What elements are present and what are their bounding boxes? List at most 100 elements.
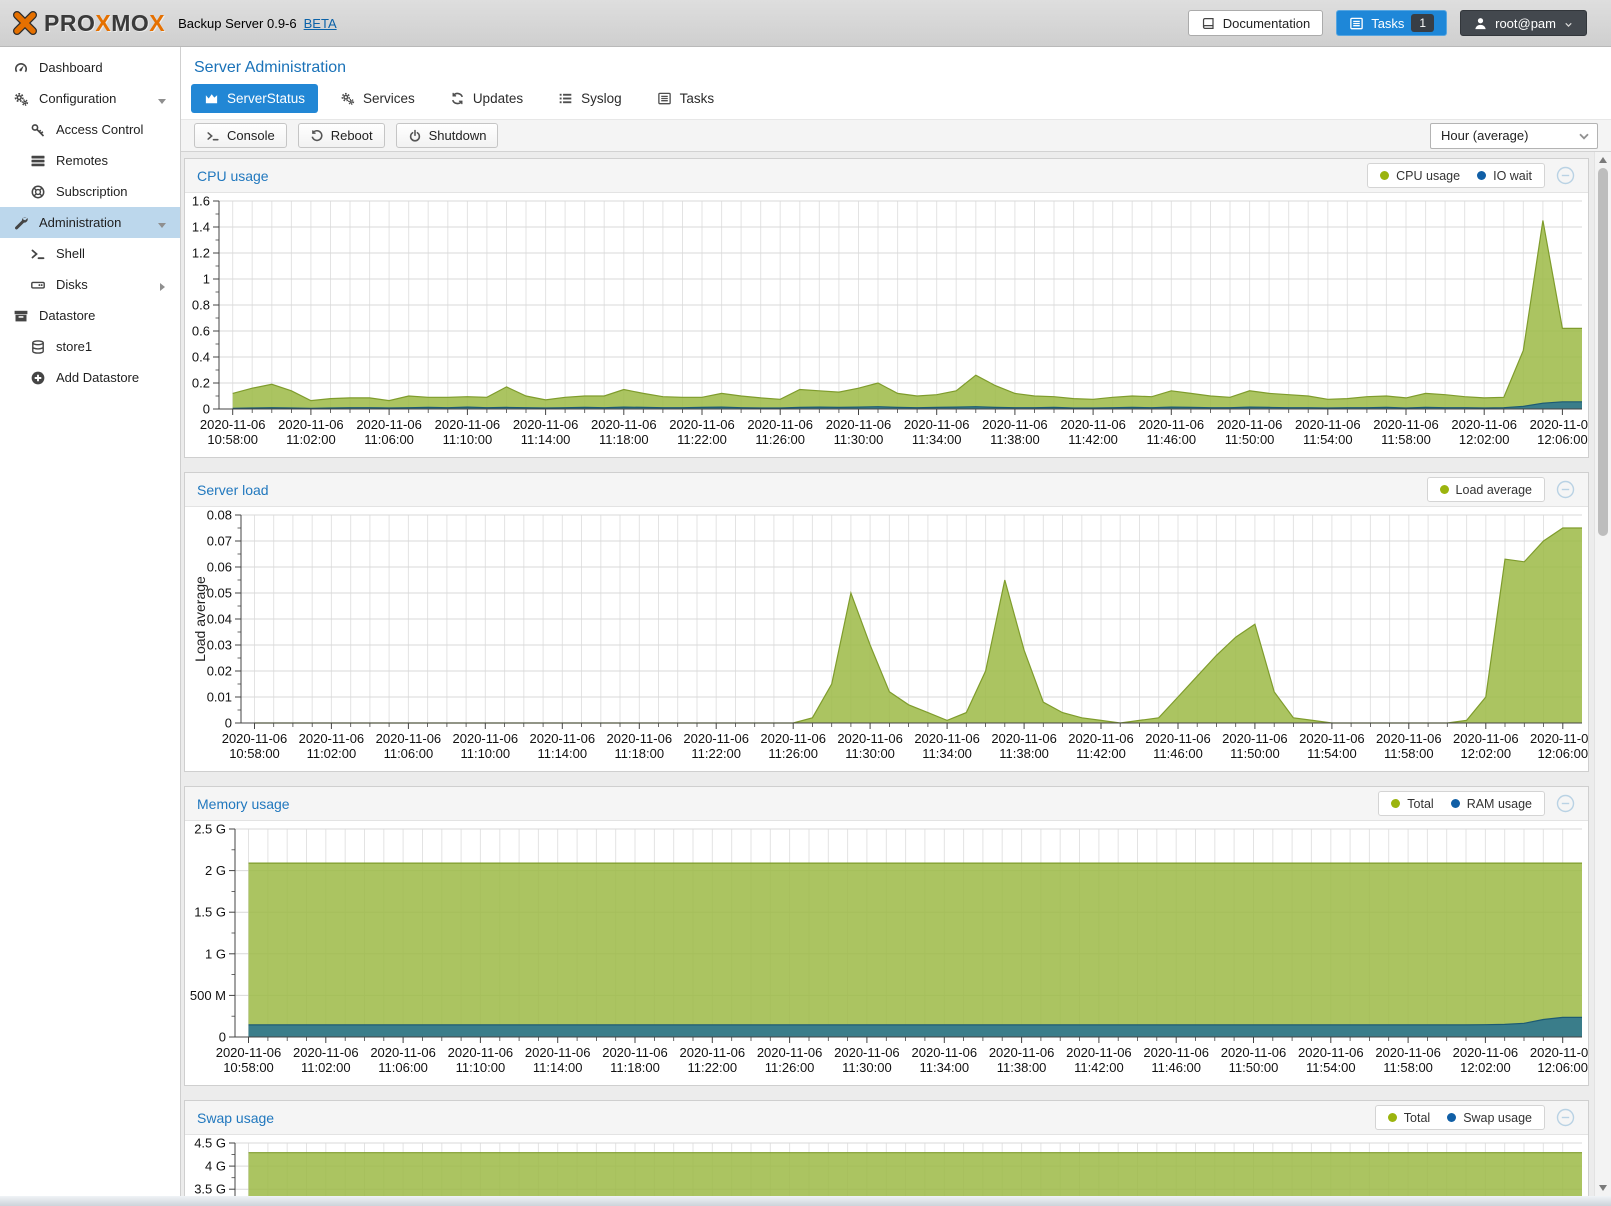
tasks-button[interactable]: Tasks 1 [1336,10,1448,36]
sidebar-item-remotes[interactable]: Remotes [0,145,180,176]
svg-text:11:58:00: 11:58:00 [1384,746,1434,761]
legend-item-cpu-usage[interactable]: CPU usage [1380,169,1460,183]
svg-text:0.06: 0.06 [207,560,232,575]
svg-text:0.4: 0.4 [192,350,210,365]
svg-text:1: 1 [203,272,210,287]
user-menu-button[interactable]: root@pam [1460,10,1587,36]
shutdown-button[interactable]: Shutdown [395,123,499,148]
chevron-down-icon[interactable] [157,94,167,104]
svg-text:11:10:00: 11:10:00 [456,1060,506,1075]
scroll-thumb[interactable] [1598,168,1608,536]
svg-text:0.01: 0.01 [207,690,232,705]
svg-text:1 G: 1 G [205,946,226,961]
tab-services[interactable]: Services [327,84,428,113]
svg-text:12:02:00: 12:02:00 [1460,746,1511,761]
legend-item-io-wait[interactable]: IO wait [1477,169,1532,183]
minus-circle-icon[interactable] [1556,1108,1575,1127]
svg-text:11:14:00: 11:14:00 [537,746,587,761]
svg-text:12:02:00: 12:02:00 [1460,1060,1511,1075]
svg-text:11:22:00: 11:22:00 [691,746,741,761]
svg-text:2020-11-06: 2020-11-06 [914,731,980,746]
sidebar-item-datastore[interactable]: Datastore [0,300,180,331]
sidebar-item-configuration[interactable]: Configuration [0,83,180,114]
chart-legend: Total Swap usage [1374,1105,1545,1130]
box-icon [13,308,29,324]
sidebar-item-store1[interactable]: store1 [0,331,180,362]
tab-serverstatus[interactable]: ServerStatus [191,84,319,113]
reboot-button[interactable]: Reboot [297,123,385,148]
documentation-button[interactable]: Documentation [1187,10,1324,36]
gauge-icon [13,60,29,76]
sidebar-item-add-datastore[interactable]: Add Datastore [0,362,180,393]
scroll-down-arrow[interactable] [1595,1181,1611,1195]
svg-text:11:46:00: 11:46:00 [1151,1060,1201,1075]
timeframe-select[interactable]: Hour (average) [1430,122,1598,149]
legend-label: IO wait [1493,168,1532,183]
svg-text:1.6: 1.6 [192,194,210,209]
sidebar-item-dashboard[interactable]: Dashboard [0,52,180,83]
svg-text:11:18:00: 11:18:00 [599,432,649,447]
sidebar-item-label: Datastore [39,308,96,323]
legend-dot [1387,1113,1397,1122]
svg-text:11:42:00: 11:42:00 [1076,746,1126,761]
svg-text:11:58:00: 11:58:00 [1381,432,1431,447]
tab-tasks[interactable]: Tasks [644,84,728,113]
terminal-icon [206,129,220,143]
legend-item-total[interactable]: Total [1391,797,1434,811]
tab-syslog[interactable]: Syslog [545,84,635,113]
minus-circle-icon[interactable] [1556,794,1575,813]
beta-link[interactable]: BETA [303,15,337,31]
gears-icon [13,91,29,107]
console-button[interactable]: Console [194,123,287,148]
life-ring-icon [30,184,46,200]
sidebar-item-label: Dashboard [39,60,103,75]
panel-header: CPU usage CPU usage IO wait [185,159,1588,193]
sidebar-item-subscription[interactable]: Subscription [0,176,180,207]
timeframe-value: Hour (average) [1441,128,1529,143]
sidebar-item-shell[interactable]: Shell [0,238,180,269]
svg-text:11:42:00: 11:42:00 [1074,1060,1124,1075]
svg-text:2020-11-06: 2020-11-06 [834,1045,900,1060]
main-header: Server Administration ServerStatus Servic… [181,47,1611,119]
legend-item-load-average[interactable]: Load average [1439,483,1532,497]
svg-text:1.5 G: 1.5 G [194,905,226,920]
shutdown-label: Shutdown [428,128,487,143]
svg-text:3.5 G: 3.5 G [194,1182,226,1197]
sidebar-item-label: store1 [56,339,93,354]
svg-text:2020-11-06: 2020-11-06 [747,417,813,432]
svg-text:2020-11-06: 2020-11-06 [525,1045,591,1060]
load-chart: 0 0.01 0.02 0.03 0.04 0.05 0.06 0.07 0.08 2020-11… [185,507,1588,771]
minus-circle-icon[interactable] [1556,166,1575,185]
chevron-down-icon[interactable] [157,218,167,228]
svg-text:2020-11-06: 2020-11-06 [435,417,501,432]
svg-text:2020-11-06: 2020-11-06 [680,1045,746,1060]
tab-updates[interactable]: Updates [437,84,536,113]
sidebar-item-access-control[interactable]: Access Control [0,114,180,145]
svg-text:2 G: 2 G [205,863,226,878]
vertical-scrollbar[interactable] [1594,152,1611,1196]
svg-text:2020-11-06: 2020-11-06 [669,417,735,432]
legend-dot [1391,799,1401,808]
chevron-down-icon [1576,128,1592,144]
list-icon [558,91,573,106]
svg-text:11:34:00: 11:34:00 [919,1060,969,1075]
topbar-actions: Documentation Tasks 1 root@pam [1187,10,1587,36]
scroll-up-arrow[interactable] [1595,153,1611,167]
chevron-right-icon[interactable] [157,280,167,291]
svg-text:0.03: 0.03 [207,638,232,653]
svg-text:4.5 G: 4.5 G [194,1136,226,1151]
svg-text:2020-11-06: 2020-11-06 [513,417,579,432]
legend-item-total[interactable]: Total [1387,1111,1430,1125]
legend-label: CPU usage [1396,168,1461,183]
undo-icon [310,129,324,143]
sidebar-item-administration[interactable]: Administration [0,207,180,238]
svg-text:2020-11-06: 2020-11-06 [293,1045,359,1060]
minus-circle-icon[interactable] [1556,480,1575,499]
sidebar-item-disks[interactable]: Disks [0,269,180,300]
legend-item-ram-usage[interactable]: RAM usage [1450,797,1532,811]
svg-text:11:42:00: 11:42:00 [1068,432,1118,447]
gears-icon [340,91,355,106]
legend-item-swap-usage[interactable]: Swap usage [1447,1111,1532,1125]
toolbar: Console Reboot Shutdown Hour (average) [181,119,1611,152]
proxmox-logo[interactable]: PROXMOX [10,8,165,38]
